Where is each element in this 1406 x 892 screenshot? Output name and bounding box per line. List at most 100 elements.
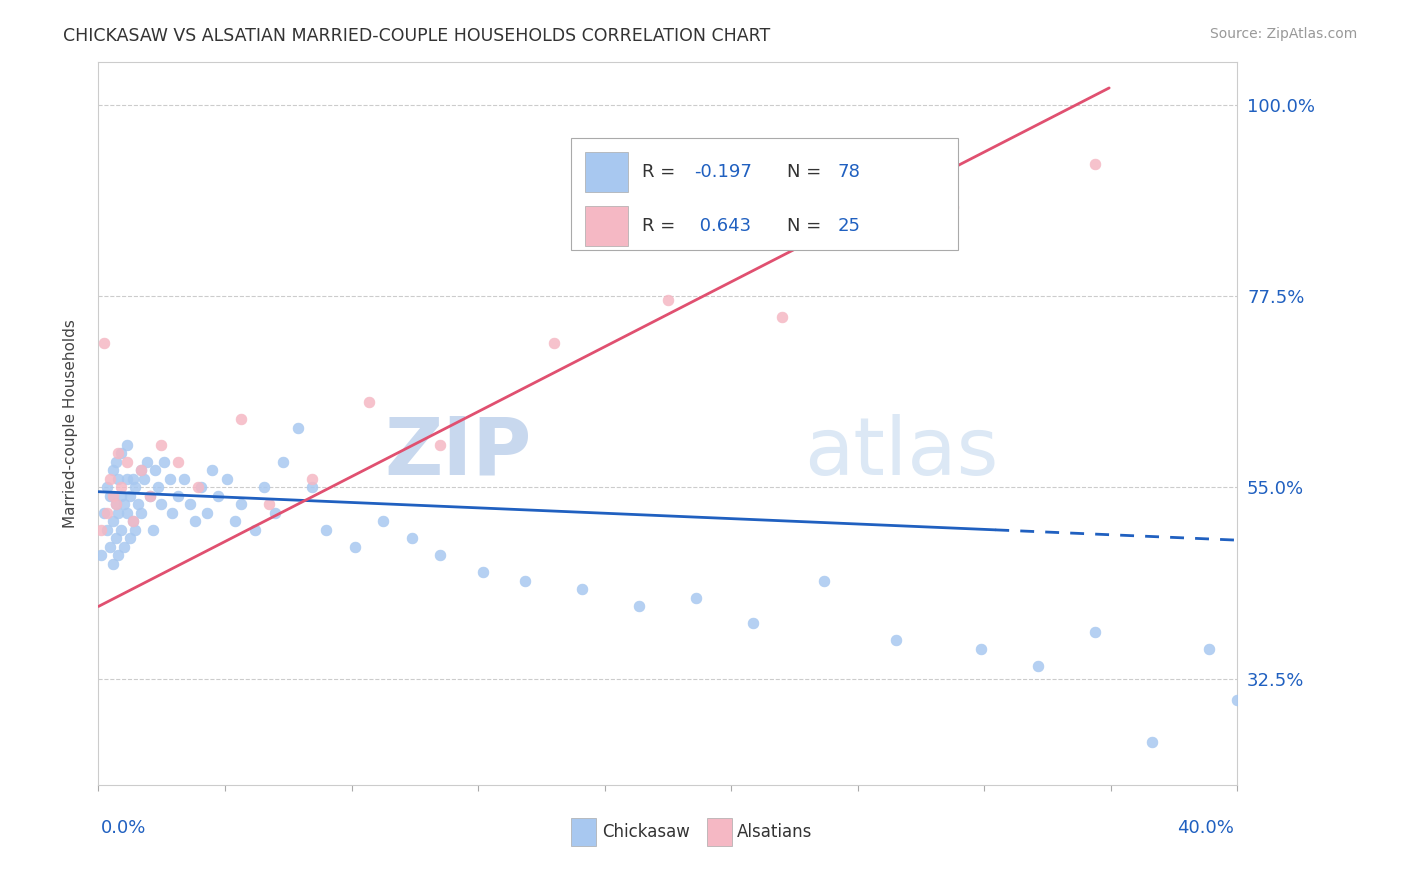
Text: CHICKASAW VS ALSATIAN MARRIED-COUPLE HOUSEHOLDS CORRELATION CHART: CHICKASAW VS ALSATIAN MARRIED-COUPLE HOU…: [63, 27, 770, 45]
Point: [628, 599, 651, 614]
Point: [259, 498, 281, 512]
Point: [685, 591, 707, 605]
Text: N =: N =: [787, 163, 827, 181]
Point: [118, 532, 141, 546]
Point: [1198, 642, 1220, 657]
Point: [190, 480, 212, 494]
Point: [101, 557, 124, 571]
Point: [104, 455, 127, 469]
Text: R =: R =: [641, 163, 681, 181]
Point: [124, 480, 146, 494]
Point: [96, 523, 118, 537]
Point: [96, 480, 118, 494]
Text: R =: R =: [641, 217, 681, 235]
Point: [115, 438, 138, 452]
Point: [184, 515, 207, 529]
Point: [138, 489, 160, 503]
Point: [112, 540, 135, 554]
Point: [129, 506, 152, 520]
Point: [98, 472, 121, 486]
Point: [98, 540, 121, 554]
Point: [215, 472, 238, 486]
Point: [115, 472, 138, 486]
Point: [90, 549, 112, 563]
Point: [118, 489, 141, 503]
Point: [138, 489, 160, 503]
Bar: [585, 152, 628, 192]
Point: [153, 455, 176, 469]
Point: [150, 438, 173, 452]
Point: [124, 523, 146, 537]
Point: [129, 463, 152, 477]
Point: [121, 515, 143, 529]
Point: [107, 472, 129, 486]
Point: [101, 515, 124, 529]
Point: [207, 489, 229, 503]
Point: [571, 582, 593, 597]
Point: [357, 395, 380, 409]
Bar: [707, 818, 731, 846]
Point: [273, 455, 295, 469]
Point: [93, 335, 115, 350]
Point: [1084, 624, 1107, 639]
Point: [515, 574, 537, 588]
Point: [135, 455, 157, 469]
Point: [1140, 735, 1163, 749]
Text: 25: 25: [838, 217, 860, 235]
Point: [101, 489, 124, 503]
Point: [127, 498, 149, 512]
Point: [343, 540, 366, 554]
Point: [373, 515, 395, 529]
Point: [884, 633, 907, 648]
Point: [471, 566, 494, 580]
Point: [813, 574, 835, 588]
Point: [195, 506, 218, 520]
Point: [243, 523, 266, 537]
Point: [98, 489, 121, 503]
Point: [942, 200, 965, 214]
Point: [1026, 659, 1049, 673]
Text: atlas: atlas: [804, 414, 998, 491]
Point: [1226, 693, 1249, 707]
Point: [301, 480, 323, 494]
Point: [115, 455, 138, 469]
Point: [107, 506, 129, 520]
Text: Chickasaw: Chickasaw: [602, 823, 690, 841]
Point: [167, 455, 190, 469]
Text: 0.643: 0.643: [695, 217, 751, 235]
Point: [90, 523, 112, 537]
Point: [104, 498, 127, 512]
Point: [112, 498, 135, 512]
Text: 78: 78: [838, 163, 860, 181]
Text: Source: ZipAtlas.com: Source: ZipAtlas.com: [1209, 27, 1357, 41]
Point: [93, 506, 115, 520]
Bar: [585, 206, 628, 245]
Point: [115, 506, 138, 520]
Point: [162, 506, 184, 520]
Y-axis label: Married-couple Households: Married-couple Households: [63, 319, 77, 528]
Point: [150, 498, 173, 512]
Point: [104, 498, 127, 512]
Point: [96, 506, 118, 520]
Point: [107, 549, 129, 563]
Point: [429, 438, 451, 452]
Point: [229, 498, 252, 512]
Point: [252, 480, 274, 494]
Point: [104, 532, 127, 546]
Point: [264, 506, 287, 520]
Point: [742, 616, 765, 631]
FancyBboxPatch shape: [571, 138, 959, 251]
Point: [179, 498, 201, 512]
Text: 0.0%: 0.0%: [101, 819, 146, 837]
Point: [1084, 157, 1107, 171]
Point: [132, 472, 155, 486]
Point: [187, 480, 209, 494]
Point: [129, 463, 152, 477]
Point: [287, 421, 309, 435]
Text: 40.0%: 40.0%: [1178, 819, 1234, 837]
Point: [301, 472, 323, 486]
Point: [121, 472, 143, 486]
Point: [110, 480, 132, 494]
Point: [110, 523, 132, 537]
Point: [401, 532, 423, 546]
